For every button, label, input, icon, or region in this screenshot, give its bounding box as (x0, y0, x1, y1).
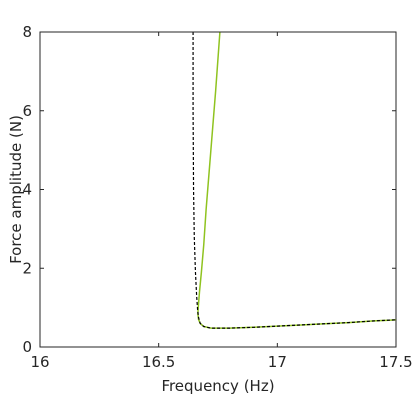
x-tick-label: 17.5 (379, 353, 412, 371)
x-tick-label: 17 (268, 353, 287, 371)
y-tick-label: 2 (22, 259, 32, 277)
y-axis-label: Force amplitude (N) (7, 115, 25, 264)
y-tick-label: 8 (22, 23, 32, 41)
series-layer (192, 31, 397, 329)
y-tick-label: 0 (22, 338, 32, 356)
x-tick-label: 16 (30, 353, 49, 371)
y-tick-label: 4 (22, 181, 32, 199)
y-tick-label: 6 (22, 102, 32, 120)
series-line-dashed (192, 32, 397, 329)
plot-frame (39, 31, 397, 348)
x-axis-label: Frequency (Hz) (161, 377, 274, 395)
x-tick-label: 16.5 (142, 353, 175, 371)
plot-background (40, 32, 396, 347)
